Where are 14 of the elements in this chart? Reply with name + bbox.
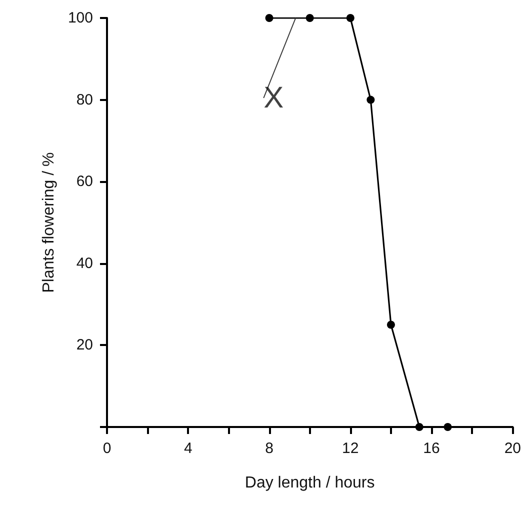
annotation: X <box>264 82 284 114</box>
x-tick-label: 8 <box>265 440 274 457</box>
x-tick-label: 12 <box>342 440 359 457</box>
y-tick-label: 40 <box>76 254 93 272</box>
x-tick-label: 16 <box>423 440 440 457</box>
y-tick-label: 100 <box>68 10 93 26</box>
x-axis-title: Day length / hours <box>244 474 375 492</box>
y-tick-label: 80 <box>76 91 93 108</box>
x-tick-label: 4 <box>184 440 192 457</box>
x-tick-label: 20 <box>504 440 521 457</box>
y-tick-label: 60 <box>76 173 93 190</box>
y-tick-label: 20 <box>76 336 93 354</box>
x-tick-label: 0 <box>102 440 112 457</box>
y-axis-title: Plants flowering / % <box>40 152 58 293</box>
